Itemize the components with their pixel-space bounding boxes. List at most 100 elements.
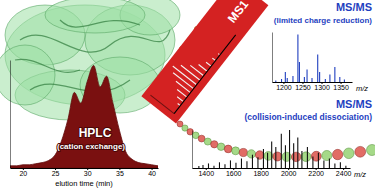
spectrum-peak — [287, 78, 288, 82]
chain-sphere — [204, 138, 211, 145]
chain-sphere — [211, 141, 218, 148]
spectrum-peak — [319, 72, 320, 82]
x-tick-label: 25 — [52, 170, 60, 177]
spectrum-peak — [334, 163, 335, 168]
x-tick: 1200 — [276, 82, 292, 91]
chromatogram — [10, 65, 158, 168]
spectrum-peak — [218, 54, 219, 55]
x-axis — [174, 35, 236, 114]
y-axis-line — [150, 95, 174, 113]
protein-surface — [0, 45, 55, 105]
chain-sphere — [239, 148, 247, 156]
spectrum-peak — [271, 141, 272, 168]
x-tick-label: 1800 — [253, 170, 269, 177]
spectrum-peak — [312, 157, 313, 168]
spectrum-peak — [329, 75, 330, 83]
spectrum-peak — [275, 147, 276, 168]
x-tick-label: 30 — [84, 170, 92, 177]
x-axis: 140016001800200022002400 — [193, 168, 352, 177]
plot-area — [10, 65, 158, 168]
chart-0: 2025303540elution time (min)HPLC(cation … — [10, 61, 159, 189]
chart-1: MS1 — [141, 0, 268, 123]
spectrum-peak — [299, 62, 300, 82]
x-tick-label: 2000 — [281, 170, 297, 177]
x-tick: 1800 — [253, 168, 269, 177]
chain-sphere — [355, 146, 366, 157]
chain-sphere — [255, 151, 264, 160]
x-axis-line — [174, 35, 236, 114]
spectrum-peak — [293, 143, 294, 168]
spectrum-peak — [325, 79, 326, 82]
x-tick-label: 1300 — [314, 84, 330, 91]
spectrum-peak — [213, 166, 214, 168]
x-tick: 1300 — [314, 82, 330, 91]
spectrum-peak — [297, 35, 298, 83]
spectrum-peak — [318, 153, 319, 168]
spectrum-peak — [246, 161, 247, 168]
spectrum-peak — [334, 67, 335, 82]
spectrum-peak — [304, 77, 305, 82]
spectrum-peak — [208, 163, 209, 168]
x-tick-label: 1600 — [226, 170, 242, 177]
x-axis-title: m/z — [356, 84, 368, 93]
chain-sphere — [273, 152, 282, 161]
spectrum-peak — [301, 151, 302, 168]
chain-sphere — [322, 150, 332, 160]
spectrum-peak — [285, 72, 286, 82]
x-tick-label: 2400 — [336, 170, 352, 177]
chain-sphere — [232, 147, 240, 155]
x-tick-label: 1200 — [276, 84, 292, 91]
spectrum-peak — [292, 76, 293, 82]
protein-ribbon — [60, 20, 140, 27]
spectrum-peak — [235, 163, 236, 168]
chain-sphere — [224, 145, 232, 153]
spectrum-peak — [198, 166, 199, 168]
spectrum-peak — [252, 155, 253, 168]
x-tick-label: 1250 — [295, 84, 311, 91]
spectrum-peak — [289, 130, 290, 168]
x-tick: 40 — [148, 168, 156, 177]
chain-sphere — [301, 152, 311, 162]
spectrum-peak — [176, 81, 190, 92]
canvas: 2025303540elution time (min)HPLC(cation … — [0, 0, 375, 189]
spectrum-peak — [224, 164, 225, 168]
protein-ribbon — [15, 59, 80, 72]
spectrum-peak — [307, 147, 308, 168]
x-axis-line — [11, 168, 159, 169]
x-tick: 35 — [116, 168, 124, 177]
spectrum-peak — [212, 58, 215, 60]
protein-surface — [45, 0, 145, 33]
y-axis-line — [192, 131, 193, 169]
spectrum-peak — [199, 65, 207, 71]
chain-sphere — [198, 135, 205, 142]
x-tick-label: 40 — [148, 170, 156, 177]
spectrum-peak — [263, 149, 264, 168]
spectrum-peak — [285, 145, 286, 168]
x-tick: 1250 — [295, 82, 311, 91]
x-axis: 20 25 30 35 40 — [11, 168, 159, 177]
figure: 2025303540elution time (min)HPLC(cation … — [0, 0, 375, 189]
x-tick: 2200 — [308, 168, 324, 177]
spectrum-peak — [311, 78, 312, 82]
spectrum-peak — [230, 160, 231, 168]
chart-subtitle: (collision-induced dissociation) — [244, 112, 372, 122]
plot-area — [156, 36, 219, 105]
chart-title: HPLC — [79, 126, 112, 140]
x-axis-line — [193, 168, 351, 169]
spectrum-peak — [297, 138, 298, 168]
spectrum-peak — [267, 153, 268, 168]
chain-sphere — [332, 149, 342, 159]
x-tick: 2000 — [281, 168, 297, 177]
spectrum-peak — [340, 162, 341, 168]
spectrum-peak — [173, 66, 197, 84]
x-tick: 30 — [84, 168, 92, 177]
chain-sphere — [344, 148, 355, 159]
x-axis: 1200125013001350 — [273, 82, 353, 91]
x-tick-label: 20 — [19, 170, 27, 177]
y-axis — [150, 95, 174, 113]
x-axis-title: elution time (min) — [55, 179, 113, 188]
x-tick-label: 2200 — [308, 170, 324, 177]
spectrum-peak — [275, 81, 276, 83]
x-tick: 25 — [52, 168, 60, 177]
y-axis-line — [10, 61, 11, 169]
